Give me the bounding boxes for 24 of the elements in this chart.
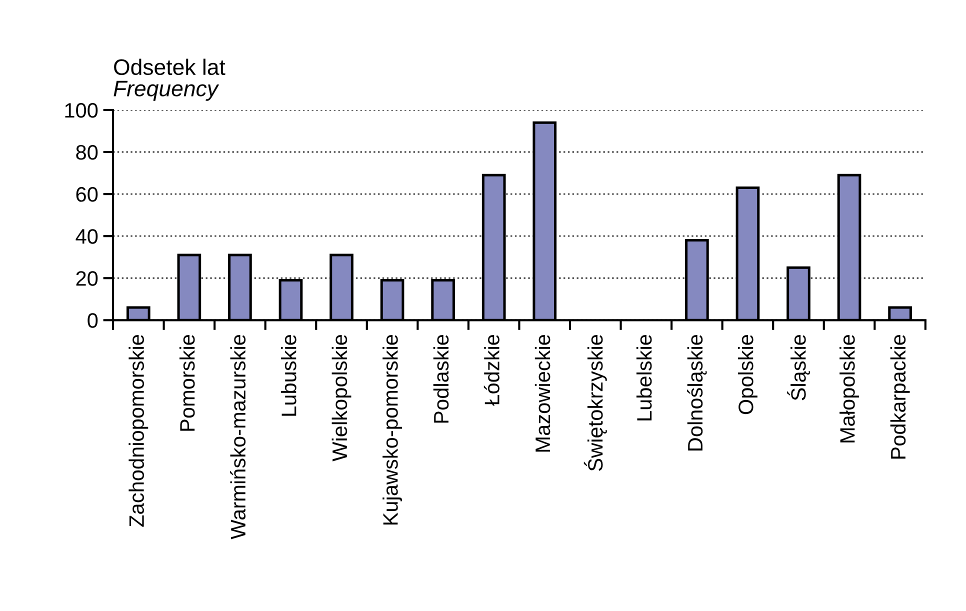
x-tick-label: Świętokrzyskie xyxy=(584,334,607,471)
x-tick-label: Łódzkie xyxy=(484,334,500,406)
x-tick-label: Lubuskie xyxy=(281,334,296,416)
x-tick-label: Podkarpackie xyxy=(890,334,910,459)
x-tick-label: Wielkopolskie xyxy=(332,334,352,462)
y-tick-label: 0 xyxy=(88,313,98,328)
y-tick-label: 40 xyxy=(76,229,98,244)
x-tick-label: Lubelskie xyxy=(636,334,652,420)
x-tick-label: Opolskie xyxy=(738,334,758,414)
x-tick-label: Małopolskie xyxy=(840,334,859,442)
y-tick-label: 20 xyxy=(76,271,98,286)
x-tick-label: Zachodniopomorskie xyxy=(128,334,148,527)
x-tick-label: Mazowieckie xyxy=(534,334,550,452)
x-tick-label: Pomorskie xyxy=(179,334,195,431)
y-tick-label: 100 xyxy=(65,102,98,118)
chart-subtitle: Frequency xyxy=(114,80,220,101)
x-tick-label: Warmińsko-mazurskie xyxy=(230,334,246,540)
x-tick-label: Kujawsko-pomorskie xyxy=(382,334,402,525)
y-tick-label: 80 xyxy=(76,145,98,160)
x-tick-label: Podlaskie xyxy=(433,334,449,423)
x-tick-label: Śląskie xyxy=(786,334,810,400)
x-tick-label: Dolnośląskie xyxy=(687,334,707,450)
y-tick-label: 60 xyxy=(76,187,98,202)
chart-title: Odsetek lat xyxy=(114,58,226,76)
